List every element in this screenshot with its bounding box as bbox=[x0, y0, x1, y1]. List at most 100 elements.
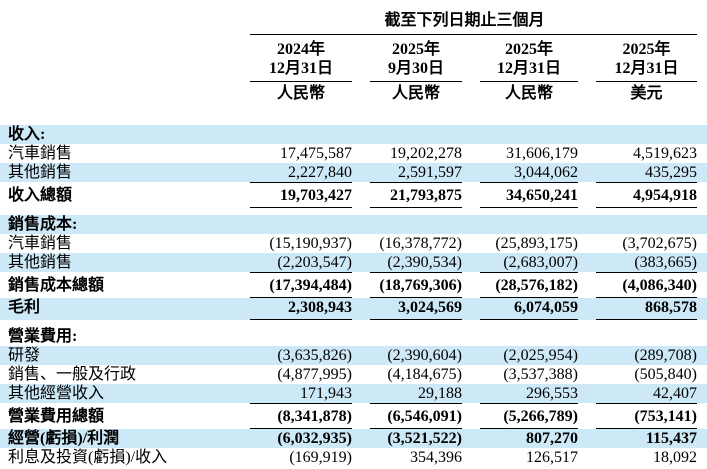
row-value-text: 6,074,059 bbox=[480, 298, 578, 320]
row-value-text: 31,606,179 bbox=[506, 145, 578, 162]
row-value-text: (2,203,547) bbox=[277, 254, 352, 271]
currency-col-1: 人民幣 bbox=[232, 82, 352, 104]
row-value-text: 296,553 bbox=[526, 385, 578, 402]
row-label: 經營(虧損)/利潤 bbox=[8, 430, 120, 447]
table-row: 毛利 2,308,943 3,024,569 6,074,059 868,578 bbox=[0, 298, 707, 320]
date-header-col-4: 2025年 12月31日 bbox=[578, 40, 697, 82]
row-value-col-1: 2,308,943 bbox=[232, 298, 352, 320]
row-value-text: 2,227,840 bbox=[288, 164, 352, 181]
period-header-title: 截至下列日期止三個月 bbox=[384, 12, 545, 29]
row-value-col-3: (25,893,175) bbox=[462, 234, 578, 253]
row-value-text: 2,308,943 bbox=[250, 298, 352, 320]
row-value-text bbox=[250, 215, 352, 234]
row-label: 利息及投資(虧損)/收入 bbox=[8, 449, 168, 466]
row-value-text: (2,683,007) bbox=[503, 254, 578, 271]
row-value-col-4: (3,702,675) bbox=[578, 234, 697, 253]
row-value-col-4 bbox=[578, 125, 697, 144]
row-value-col-3: 807,270 bbox=[462, 429, 578, 448]
row-value-text: (28,576,182) bbox=[480, 272, 578, 298]
row-value-col-2: (3,521,522) bbox=[352, 429, 462, 448]
col-1-currency: 人民幣 bbox=[276, 85, 325, 102]
currency-col-2: 人民幣 bbox=[352, 82, 462, 104]
row-value-col-2: (6,546,091) bbox=[352, 403, 462, 429]
header-spacer bbox=[0, 82, 232, 104]
table-body: 收入: 汽車銷售 17,475,587 19,202,278 31,606,17… bbox=[0, 125, 707, 467]
row-value-text bbox=[250, 327, 352, 346]
row-value-text: (8,341,878) bbox=[250, 403, 352, 429]
table-row: 收入總額 19,703,427 21,793,875 34,650,241 4,… bbox=[0, 182, 707, 208]
table-row: 利息及投資(虧損)/收入 (169,919) 354,396 126,517 1… bbox=[0, 448, 707, 467]
row-value-text: 34,650,241 bbox=[480, 182, 578, 208]
row-value-col-2: (2,390,534) bbox=[352, 253, 462, 272]
row-value-text bbox=[370, 125, 462, 144]
row-label: 其他經營收入 bbox=[8, 385, 105, 402]
row-value-col-4: (289,708) bbox=[578, 346, 697, 365]
col-4-date: 12月31日 bbox=[614, 60, 679, 77]
row-value-col-4: (383,665) bbox=[578, 253, 697, 272]
row-value-col-1: (17,394,484) bbox=[232, 272, 352, 298]
row-value-col-3: 126,517 bbox=[462, 448, 578, 467]
table-row: 營業費用: bbox=[0, 327, 707, 346]
row-value-text: 29,188 bbox=[418, 385, 462, 402]
row-value-text: 19,703,427 bbox=[250, 182, 352, 208]
row-value-col-3: 296,553 bbox=[462, 384, 578, 403]
row-value-text: (4,184,675) bbox=[387, 366, 462, 383]
row-value-col-4 bbox=[578, 327, 697, 346]
row-value-col-3: (2,683,007) bbox=[462, 253, 578, 272]
row-value-col-2 bbox=[352, 125, 462, 144]
table-row: 研發 (3,635,826) (2,390,604) (2,025,954) (… bbox=[0, 346, 707, 365]
row-value-text: 21,793,875 bbox=[370, 182, 462, 208]
row-label: 汽車銷售 bbox=[8, 235, 73, 252]
table-row: 銷售成本總額 (17,394,484) (18,769,306) (28,576… bbox=[0, 272, 707, 298]
col-3-year: 2025年 bbox=[504, 41, 553, 58]
col-3-currency: 人民幣 bbox=[504, 85, 553, 102]
row-value-text: (15,190,937) bbox=[269, 235, 352, 252]
date-header-col-3: 2025年 12月31日 bbox=[462, 40, 578, 82]
row-value-text: (18,769,306) bbox=[370, 272, 462, 298]
currency-col-3: 人民幣 bbox=[462, 82, 578, 104]
date-header-row: 2024年 12月31日 2025年 9月30日 2025年 12月31日 20… bbox=[0, 40, 707, 82]
row-value-col-3: (5,266,789) bbox=[462, 403, 578, 429]
row-label: 收入總額 bbox=[8, 187, 73, 204]
row-value-col-1: (8,341,878) bbox=[232, 403, 352, 429]
row-value-col-3: (2,025,954) bbox=[462, 346, 578, 365]
row-value-col-1: 171,943 bbox=[232, 384, 352, 403]
row-value-text: (25,893,175) bbox=[495, 235, 578, 252]
row-value-col-2: 29,188 bbox=[352, 384, 462, 403]
row-label: 毛利 bbox=[8, 299, 41, 316]
row-label: 銷售成本總額 bbox=[8, 277, 105, 294]
row-value-text: 18,092 bbox=[653, 449, 697, 466]
row-value-text bbox=[370, 215, 462, 234]
row-value-col-1 bbox=[232, 327, 352, 346]
col-1-year: 2024年 bbox=[276, 41, 325, 58]
row-value-text bbox=[596, 215, 697, 234]
row-value-text: (4,086,340) bbox=[596, 272, 697, 298]
row-value-text: 126,517 bbox=[526, 449, 578, 466]
date-header-col-2: 2025年 9月30日 bbox=[352, 40, 462, 82]
row-value-col-4: 868,578 bbox=[578, 298, 697, 320]
row-value-col-1: (3,635,826) bbox=[232, 346, 352, 365]
row-label: 汽車銷售 bbox=[8, 145, 73, 162]
row-value-text bbox=[596, 327, 697, 346]
row-value-text bbox=[480, 125, 578, 144]
row-value-text: 115,437 bbox=[645, 430, 697, 447]
row-value-col-4: 4,519,623 bbox=[578, 144, 697, 163]
row-value-col-3: 3,044,062 bbox=[462, 163, 578, 182]
row-value-text: 354,396 bbox=[410, 449, 462, 466]
period-header-row: 截至下列日期止三個月 bbox=[0, 10, 707, 35]
row-value-text: 2,591,597 bbox=[398, 164, 462, 181]
row-value-text: (2,025,954) bbox=[503, 347, 578, 364]
row-value-col-4: 4,954,918 bbox=[578, 182, 697, 208]
row-value-col-2: (16,378,772) bbox=[352, 234, 462, 253]
row-value-text: 171,943 bbox=[300, 385, 352, 402]
row-value-text: (505,840) bbox=[634, 366, 697, 383]
row-value-text: (4,877,995) bbox=[277, 366, 352, 383]
header-spacer bbox=[0, 10, 232, 35]
row-value-col-2 bbox=[352, 215, 462, 234]
row-value-text bbox=[370, 327, 462, 346]
row-label: 銷售成本: bbox=[8, 216, 78, 233]
row-value-col-4: (753,141) bbox=[578, 403, 697, 429]
row-value-text: 4,954,918 bbox=[596, 182, 697, 208]
row-value-text: (3,521,522) bbox=[387, 430, 462, 447]
